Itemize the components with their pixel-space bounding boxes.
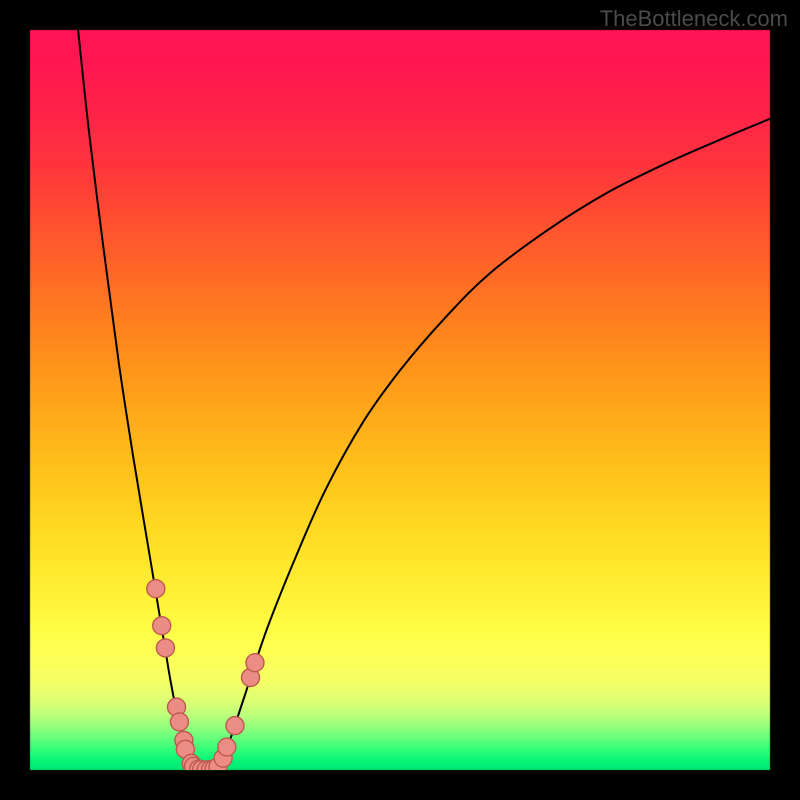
curve-overlay [0, 0, 800, 800]
curve-marker [156, 639, 174, 657]
curve-marker [218, 738, 236, 756]
curve-marker [153, 617, 171, 635]
chart-container: TheBottleneck.com [0, 0, 800, 800]
curve-marker [170, 713, 188, 731]
watermark-label: TheBottleneck.com [600, 6, 788, 32]
curve-marker [147, 580, 165, 598]
bottleneck-curve [78, 30, 770, 770]
curve-marker [226, 717, 244, 735]
curve-marker [246, 654, 264, 672]
